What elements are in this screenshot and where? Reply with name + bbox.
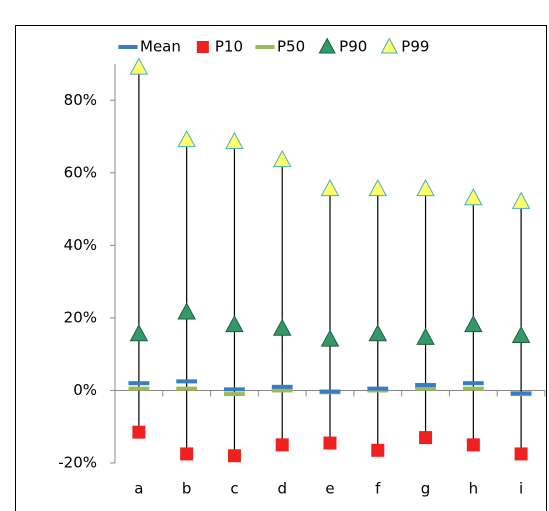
y-tick-label: 60% — [64, 163, 97, 181]
legend-label: P90 — [339, 38, 367, 56]
dash-marker — [128, 381, 150, 386]
chart-frame — [15, 25, 547, 511]
legend-label: P50 — [277, 38, 305, 56]
legend-marker — [255, 45, 275, 49]
p10-marker — [371, 443, 385, 457]
x-tick-label: e — [325, 480, 334, 498]
x-tick-label: g — [421, 480, 431, 498]
dash-marker — [176, 379, 198, 384]
p10-marker — [275, 438, 289, 452]
p10-marker — [323, 436, 337, 450]
y-tick-label: 20% — [64, 308, 97, 326]
triangle-marker — [416, 178, 435, 197]
dash-marker — [176, 386, 198, 391]
triangle-marker — [272, 149, 292, 168]
triangle-marker — [129, 324, 149, 342]
x-tick-label: f — [375, 480, 381, 498]
legend-marker — [196, 41, 209, 53]
x-tick-label: c — [230, 480, 238, 498]
legend-label: Mean — [140, 38, 181, 56]
legend-label: P99 — [401, 38, 429, 56]
triangle-marker — [416, 327, 435, 345]
x-tick-label: a — [134, 480, 143, 498]
triangle-marker — [225, 131, 244, 149]
dash-marker — [367, 386, 389, 391]
dash-marker — [462, 381, 484, 386]
p10-marker — [227, 449, 241, 463]
legend-marker — [118, 45, 138, 49]
triangle-marker — [177, 130, 196, 148]
y-tick-label: 0% — [73, 381, 97, 399]
p10-marker — [466, 438, 480, 452]
dash-marker — [224, 392, 245, 397]
triangle-marker — [177, 302, 196, 320]
x-tick-label: b — [182, 480, 192, 498]
legend-label: P10 — [215, 38, 243, 56]
triangle-marker — [368, 324, 388, 342]
y-tick-label: 80% — [64, 91, 97, 109]
dash-marker — [271, 388, 293, 393]
dash-marker — [415, 383, 436, 388]
triangle-marker — [464, 315, 483, 333]
dash-marker — [271, 384, 293, 389]
dash-marker — [224, 387, 245, 392]
triangle-marker — [225, 315, 244, 333]
triangle-marker — [511, 325, 531, 344]
dash-marker — [415, 386, 436, 391]
legend-marker — [318, 37, 336, 54]
triangle-marker — [320, 329, 340, 347]
triangle-marker — [129, 57, 149, 75]
y-tick-label: 40% — [64, 236, 97, 254]
p10-marker — [180, 447, 194, 461]
p10-marker — [514, 447, 528, 461]
dash-marker — [319, 389, 341, 394]
triangle-marker — [320, 178, 340, 197]
dash-marker — [510, 391, 532, 396]
dash-marker — [128, 386, 150, 391]
triangle-marker — [464, 188, 483, 206]
x-tick-label: d — [277, 480, 287, 498]
triangle-marker — [368, 178, 388, 197]
x-tick-label: i — [519, 480, 523, 498]
y-tick-label: -20% — [58, 454, 97, 472]
triangle-marker — [511, 191, 531, 209]
x-tick-label: h — [469, 480, 479, 498]
legend-marker — [380, 37, 398, 54]
p10-marker — [132, 425, 146, 439]
triangle-marker — [272, 318, 292, 336]
dash-marker — [462, 386, 484, 391]
p10-marker — [419, 431, 433, 445]
